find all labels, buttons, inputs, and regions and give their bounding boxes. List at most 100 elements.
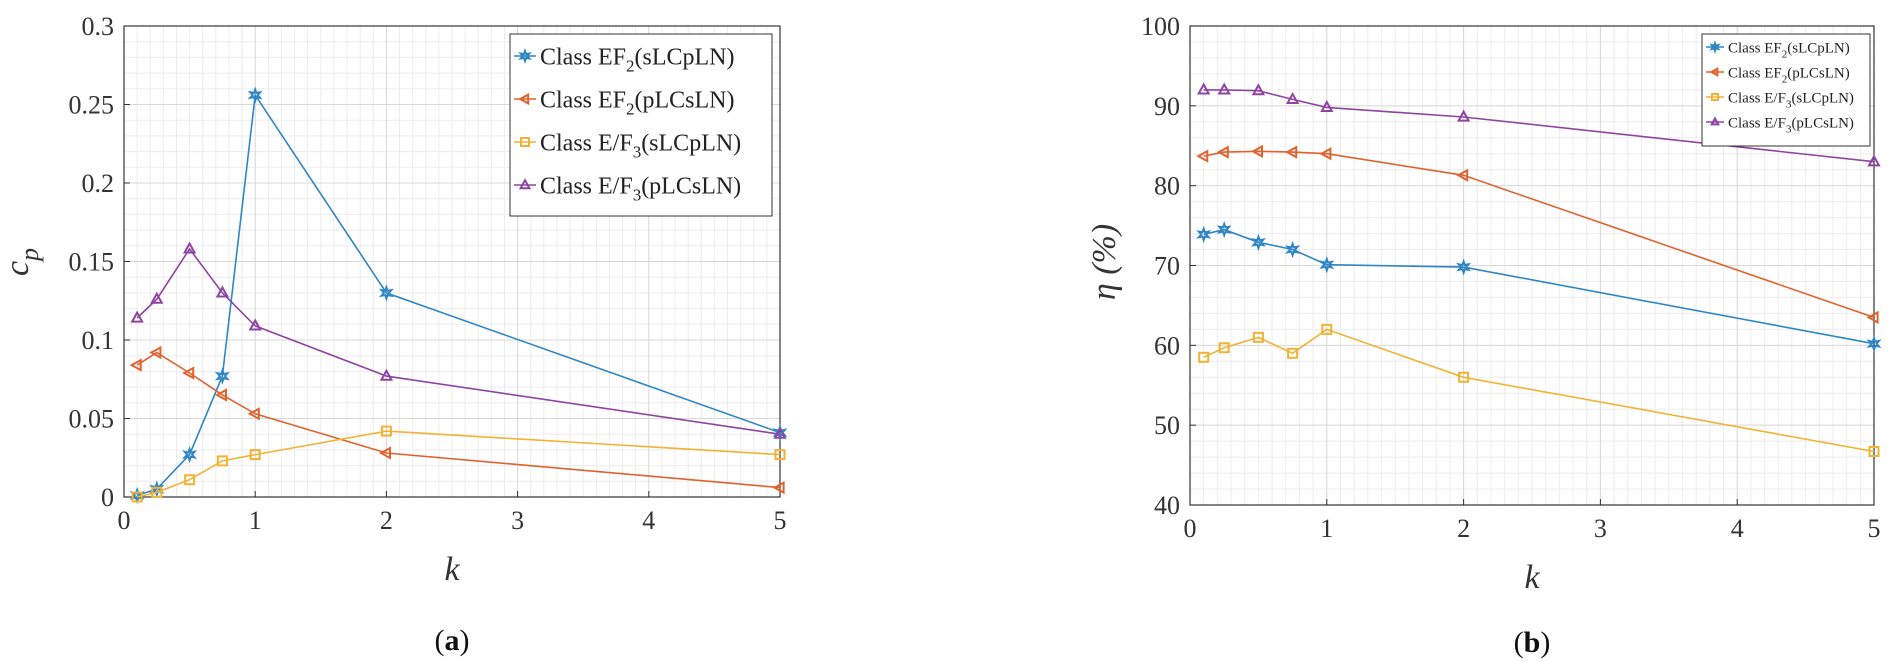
data-point [214, 367, 230, 385]
y-tick-label: 0.1 [82, 326, 115, 355]
legend-entry: Class E/F3(pLCsLN) [1706, 115, 1854, 135]
data-point [1252, 331, 1264, 343]
data-point [1196, 225, 1212, 243]
data-point [773, 426, 787, 439]
x-tick-label: 3 [1594, 514, 1607, 543]
data-point [1456, 168, 1469, 182]
y-tick-label: 50 [1154, 411, 1180, 440]
legend-marker [1710, 116, 1720, 126]
legend: Class EF2(sLCpLN) Class EF2(pLCsLN) Class … [509, 33, 773, 217]
series-1 [1196, 144, 1879, 325]
legend-entry: Class E/F3(pLCsLN) [514, 173, 741, 204]
x-axis-label: k [1524, 559, 1540, 596]
legend-label: Class EF2(pLCsLN) [540, 87, 735, 118]
data-point [772, 480, 785, 495]
legend-marker [520, 137, 530, 147]
legend: Class EF2(sLCpLN) Class EF2(pLCsLN) Class … [1701, 33, 1871, 147]
data-point [1218, 342, 1230, 354]
legend-box [1701, 33, 1871, 147]
y-tick-label: 70 [1154, 252, 1180, 281]
legend-label: Class EF2(sLCpLN) [540, 44, 735, 75]
x-tick-label: 2 [380, 506, 393, 535]
data-point [1866, 310, 1879, 325]
legend-marker [518, 178, 532, 190]
legend-entry: Class E/F3(sLCpLN) [514, 130, 741, 161]
x-tick-label: 5 [774, 506, 787, 535]
y-tick-label: 80 [1154, 172, 1180, 201]
x-tick-label: 1 [1320, 514, 1333, 543]
series-line [1203, 89, 1875, 163]
y-tick-label: 0.2 [82, 169, 115, 198]
data-point [1456, 258, 1472, 276]
legend-marker [518, 48, 532, 64]
data-point [1285, 240, 1301, 259]
series-line [136, 92, 781, 497]
y-tick-label: 0.15 [69, 248, 115, 277]
data-point [1198, 351, 1210, 363]
data-point [1866, 335, 1882, 353]
data-point [380, 425, 392, 437]
y-tick-label: 100 [1141, 12, 1180, 41]
chart-a: 0 1 2 3 4 5 0 0.05 0.1 0.15 0.2 0.25 0.3 k cp Class EF2… [0, 12, 788, 657]
data-point [129, 358, 142, 372]
series-2 [131, 425, 786, 503]
legend-marker [518, 92, 530, 106]
series-1 [129, 345, 785, 495]
data-point [248, 318, 262, 331]
series-line [1203, 328, 1875, 453]
data-point [216, 455, 228, 467]
panel-caption: (a) [435, 624, 470, 657]
data-point [1458, 371, 1470, 383]
x-tick-label: 1 [249, 506, 262, 535]
data-point [1216, 145, 1229, 159]
data-point [149, 480, 165, 498]
data-point [1216, 220, 1232, 239]
data-point [1456, 109, 1471, 122]
series-line [1203, 228, 1875, 345]
data-point [215, 285, 230, 298]
series-3 [1197, 82, 1881, 167]
data-point [1285, 145, 1298, 159]
chart-b: 0 1 2 3 4 5 40 50 60 70 80 90 100 k η (%) Class EF2(sLC… [1086, 12, 1882, 659]
data-point [1197, 82, 1211, 95]
y-tick-label: 0.3 [82, 12, 115, 41]
series-2 [1198, 323, 1880, 458]
y-tick-label: 0.25 [69, 91, 115, 120]
legend-entry: Class EF2(pLCsLN) [1706, 65, 1850, 85]
data-point [378, 446, 391, 460]
x-axis-label: k [444, 551, 460, 588]
y-tick-label: 40 [1154, 491, 1180, 520]
data-point [214, 388, 227, 402]
data-point [1285, 91, 1300, 105]
data-point [1867, 154, 1881, 167]
legend-marker [1709, 40, 1721, 54]
legend-entry: Class EF2(sLCpLN) [514, 44, 735, 75]
x-tick-label: 2 [1457, 514, 1470, 543]
x-tick-label: 4 [1731, 514, 1744, 543]
y-axis-label: η (%) [1086, 224, 1123, 300]
y-tick-label: 90 [1154, 92, 1180, 121]
data-point [130, 310, 144, 323]
legend-entry: Class E/F3(sLCpLN) [1706, 90, 1854, 110]
data-point [151, 486, 163, 498]
data-point [1196, 149, 1209, 163]
data-point [149, 345, 162, 360]
legend-box [509, 33, 773, 217]
data-point [247, 407, 260, 421]
panel-caption: (b) [1514, 626, 1551, 659]
data-point [1319, 256, 1335, 274]
legend-entry: Class EF2(pLCsLN) [514, 87, 735, 118]
series-line [1203, 150, 1875, 319]
data-point [379, 368, 394, 381]
data-point [1251, 83, 1266, 96]
data-point [1320, 99, 1334, 113]
legend-marker [1709, 67, 1719, 77]
x-tick-label: 0 [1184, 514, 1197, 543]
series-line [136, 247, 781, 435]
legend-label: Class E/F3(sLCpLN) [1728, 90, 1854, 110]
x-tick-label: 4 [642, 506, 655, 535]
gridlines [1189, 25, 1875, 506]
y-tick-label: 0 [101, 483, 114, 512]
data-point [378, 284, 394, 302]
x-tick-label: 0 [118, 506, 131, 535]
